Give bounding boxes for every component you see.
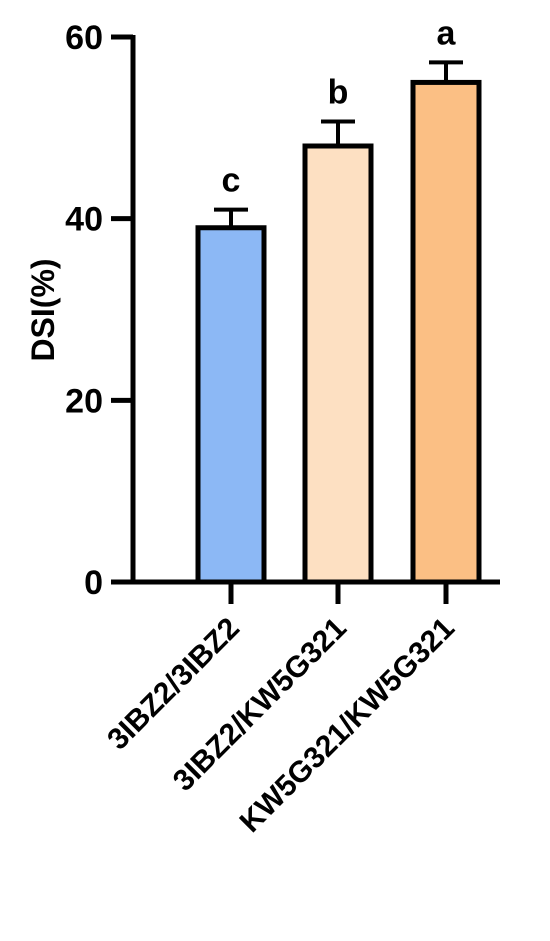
significance-letter: a (437, 14, 457, 52)
bar (410, 79, 482, 585)
y-axis-title: DSI(%) (25, 258, 61, 361)
error-bars (214, 60, 463, 228)
y-axis: 0 20 40 60 (65, 19, 136, 602)
bars (195, 79, 482, 585)
significance-letter: b (328, 73, 349, 111)
significance-letters: c b a (222, 14, 457, 199)
y-tick-label: 60 (65, 19, 103, 57)
y-tick-label: 20 (65, 382, 103, 420)
x-category-label: KW5G321/KW5G321 (234, 612, 461, 839)
y-tick-label: 0 (84, 564, 103, 602)
bar (195, 225, 267, 585)
bar (302, 143, 374, 585)
x-axis (131, 579, 500, 604)
y-tick-label: 40 (65, 201, 103, 239)
significance-letter: c (222, 162, 241, 200)
